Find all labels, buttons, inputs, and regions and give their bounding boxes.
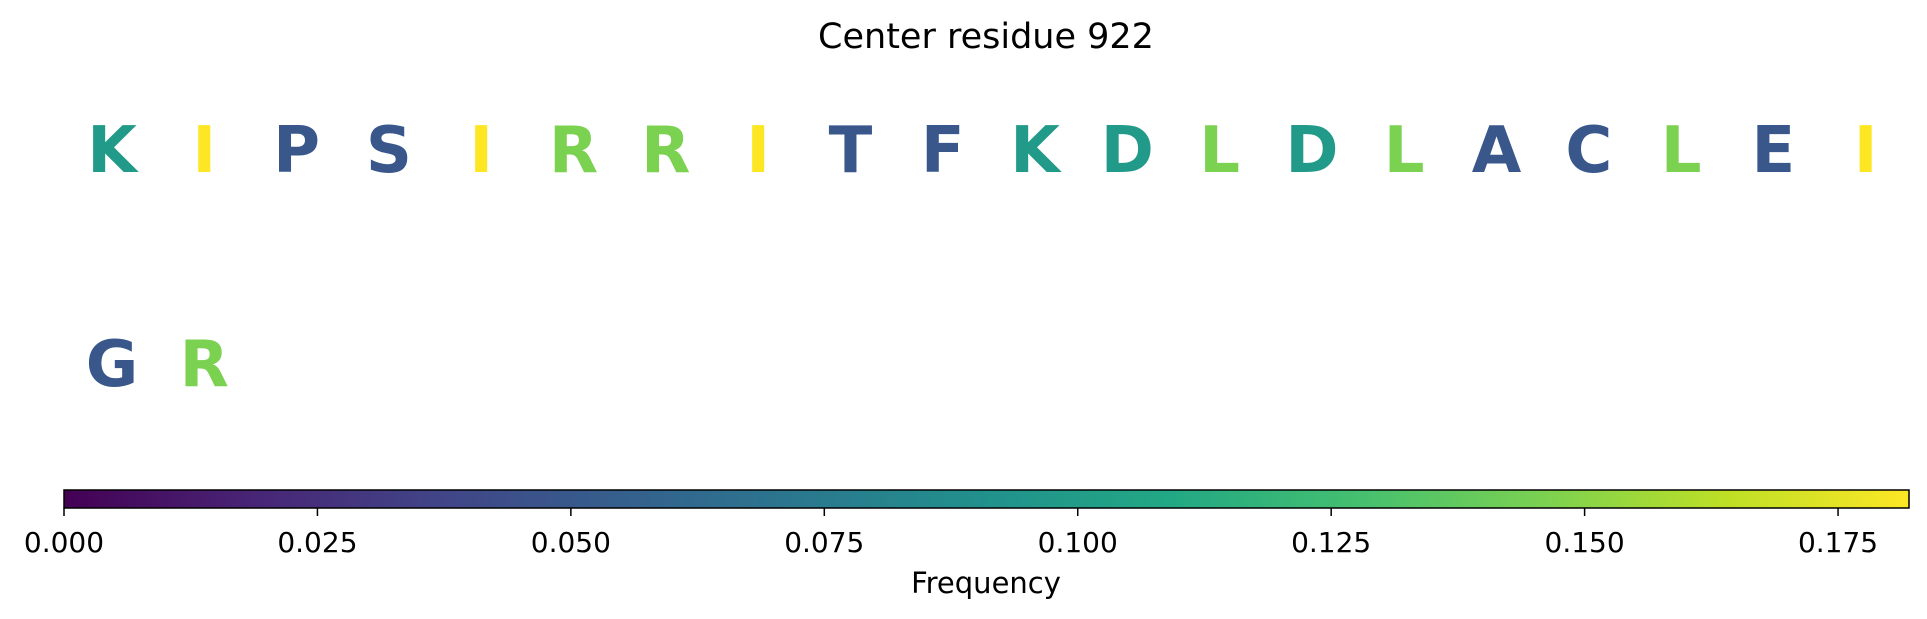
residue-letter: C (1565, 114, 1612, 188)
colorbar-tick-label: 0.175 (1798, 526, 1878, 559)
residue-letter: A (1472, 114, 1522, 188)
residue-letter: F (921, 114, 965, 188)
colorbar-ticks: 0.000 0.025 0.050 0.075 0.100 0.125 0.150 0.175 (24, 508, 1878, 559)
residue-letter: R (641, 114, 690, 188)
residue-letter: K (1010, 114, 1062, 188)
colorbar-label: Frequency (911, 566, 1061, 600)
residue-letter: I (746, 114, 770, 188)
colorbar-tick-label: 0.075 (784, 526, 864, 559)
colorbar: 0.000 0.025 0.050 0.075 0.100 0.125 0.150 0.175… (24, 489, 1910, 600)
residue-letter: L (1199, 114, 1240, 188)
residue-letter: E (1752, 114, 1796, 188)
residue-letter: S (366, 114, 412, 188)
residue-letter: I (1854, 114, 1878, 188)
residue-letter: I (192, 114, 216, 188)
residue-letter: P (273, 114, 320, 188)
residue-letter: L (1384, 114, 1425, 188)
colorbar-tick-label: 0.125 (1291, 526, 1371, 559)
residue-letter: D (1101, 114, 1154, 188)
residue-letter: R (549, 114, 598, 188)
colorbar-gradient (63, 489, 1910, 509)
residue-letter: L (1661, 114, 1702, 188)
colorbar-tick-label: 0.025 (277, 526, 357, 559)
residue-letter: R (180, 328, 229, 402)
residue-letter: G (86, 328, 139, 402)
colorbar-tick-label: 0.000 (24, 526, 104, 559)
colorbar-tick-label: 0.050 (531, 526, 611, 559)
residue-letter: D (1285, 114, 1338, 188)
chart-title: Center residue 922 (818, 17, 1154, 57)
colorbar-tick-label: 0.100 (1038, 526, 1118, 559)
residue-letter: I (469, 114, 493, 188)
residue-grid: K I P S I R R I T F K D L D L A C L E IG R (86, 114, 1878, 402)
residue-letter: T (829, 114, 873, 188)
colorbar-tick-label: 0.150 (1545, 526, 1625, 559)
residue-letter: K (87, 114, 139, 188)
